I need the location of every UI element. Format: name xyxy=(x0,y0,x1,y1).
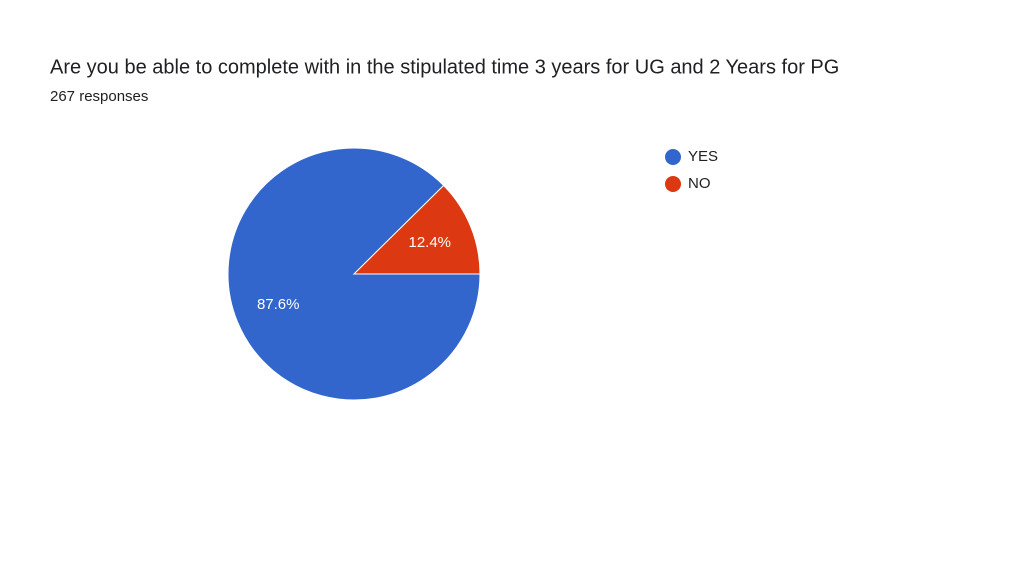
pie-slice xyxy=(352,184,481,275)
chart-title: Are you be able to complete with in the … xyxy=(50,56,839,78)
data-label: 87.6% xyxy=(257,296,300,313)
legend-marker xyxy=(665,176,681,192)
legend-label: YES xyxy=(688,148,718,165)
data-label: 12.4% xyxy=(408,234,451,251)
legend-label: NO xyxy=(688,175,711,192)
chart-subtitle: 267 responses xyxy=(50,88,148,105)
legend-marker xyxy=(665,149,681,165)
